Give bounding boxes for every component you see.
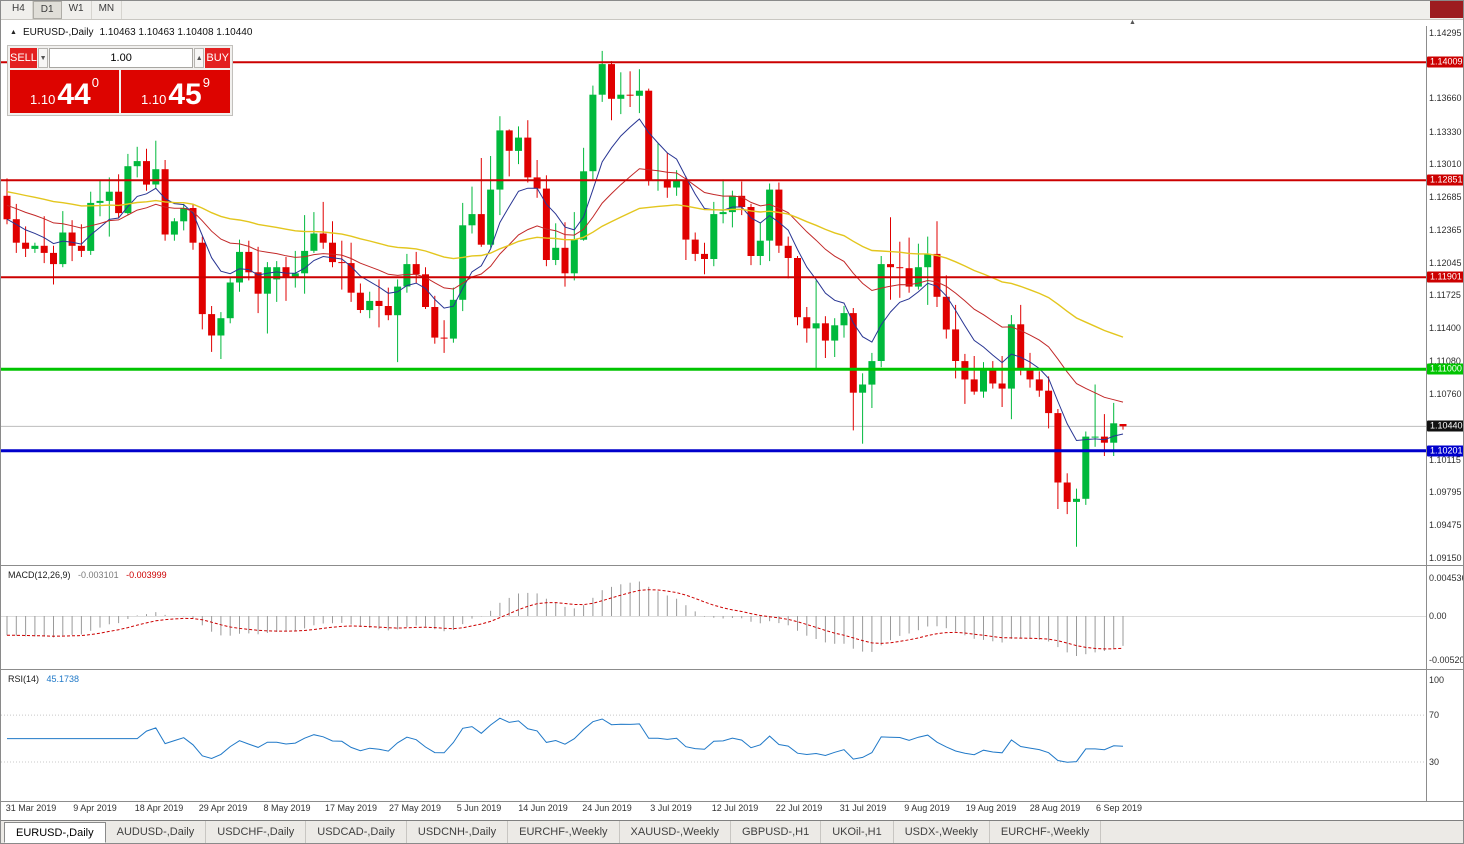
sell-price-prefix: 1.10 — [30, 92, 56, 107]
date-axis-label: 31 Jul 2019 — [839, 803, 887, 813]
timeframe-button-h4[interactable]: H4 — [5, 1, 33, 19]
macd-axis-label: 0.00 — [1429, 611, 1447, 621]
window-corner-block — [1430, 1, 1463, 18]
date-axis-label: 29 Apr 2019 — [198, 803, 248, 813]
volume-input[interactable] — [49, 48, 194, 68]
price-axis-label: 1.09475 — [1429, 519, 1462, 530]
price-axis-label: 1.13330 — [1429, 126, 1462, 137]
macd-axis-label: -0.005205 — [1429, 655, 1463, 665]
sell-price-box[interactable]: 1.10 44 0 — [10, 70, 119, 113]
candles-layer — [3, 50, 1127, 547]
price-axis-label: 1.13660 — [1429, 92, 1462, 103]
price-axis-label: 1.10760 — [1429, 388, 1462, 399]
buy-price-box[interactable]: 1.10 45 9 — [121, 70, 230, 113]
chart-tab-usdchf-daily[interactable]: USDCHF-,Daily — [206, 821, 307, 843]
price-level-tag: 1.12851 — [1427, 174, 1463, 186]
rsi-label-row: RSI(14) 45.1738 — [8, 674, 79, 684]
date-axis-label: 18 Apr 2019 — [134, 803, 184, 813]
price-axis-label: 1.13010 — [1429, 159, 1462, 170]
chart-tab-audusd-daily[interactable]: AUDUSD-,Daily — [106, 821, 207, 843]
chart-symbol-label: EURUSD-,Daily — [22, 27, 94, 38]
date-axis-label: 28 Aug 2019 — [1029, 803, 1081, 813]
date-axis-label: 31 Mar 2019 — [5, 803, 57, 813]
buy-price-sup: 9 — [202, 75, 210, 90]
date-axis-label: 9 Aug 2019 — [904, 803, 950, 813]
macd-signal-value: -0.003999 — [126, 570, 167, 580]
price-axis-label: 1.14295 — [1429, 28, 1462, 38]
price-axis-label: 1.12045 — [1429, 257, 1462, 268]
chart-tab-gbpusd-h1[interactable]: GBPUSD-,H1 — [731, 821, 822, 843]
chart-tab-ukoil-h1[interactable]: UKOil-,H1 — [821, 821, 894, 843]
buy-price-prefix: 1.10 — [141, 92, 167, 107]
price-axis-label: 1.12685 — [1429, 192, 1462, 203]
timeframe-toolbar: H4 D1 W1 MN — [1, 1, 1463, 20]
chart-tab-usdx-weekly[interactable]: USDX-,Weekly — [894, 821, 990, 843]
price-axis-label: 1.11080 — [1429, 356, 1461, 367]
buy-price-big: 45 — [168, 78, 202, 111]
date-axis-label: 8 May 2019 — [263, 803, 311, 813]
timeframe-buttons: H4 D1 W1 MN — [5, 1, 123, 19]
timeframe-button-mn[interactable]: MN — [92, 1, 123, 19]
volume-increase-button[interactable]: ▲ — [194, 48, 205, 68]
macd-name-label: MACD(12,26,9) — [8, 570, 71, 580]
rsi-value: 45.1738 — [46, 674, 80, 684]
price-level-tag: 1.11000 — [1427, 363, 1463, 375]
date-axis-label: 5 Jun 2019 — [456, 803, 502, 813]
date-axis-label: 22 Jul 2019 — [775, 803, 823, 813]
panel-separators — [1, 26, 1463, 802]
price-level-tag: 1.14009 — [1427, 56, 1463, 68]
macd-main-value: -0.003101 — [78, 570, 119, 580]
volume-decrease-button[interactable]: ▼ — [37, 48, 49, 68]
chart-tab-usdcnh-daily[interactable]: USDCNH-,Daily — [407, 821, 509, 843]
rsi-layer — [1, 714, 1426, 763]
level-lines-layer — [1, 61, 1426, 453]
moving-averages-layer — [6, 118, 1124, 442]
sell-price-big: 44 — [57, 78, 91, 111]
chart-collapse-icon: ▲ — [10, 29, 17, 36]
price-axis-label: 1.11400 — [1429, 323, 1461, 334]
date-axis-label: 6 Sep 2019 — [1095, 803, 1143, 813]
price-axis-label: 1.09150 — [1429, 553, 1462, 563]
chart-header: ▲ EURUSD-,Daily 1.10463 1.10463 1.10408 … — [10, 27, 252, 38]
chart-tab-eurchf-weekly[interactable]: EURCHF-,Weekly — [990, 821, 1102, 843]
macd-label-row: MACD(12,26,9) -0.003101 -0.003999 — [8, 570, 167, 580]
rsi-axis-label: 30 — [1429, 757, 1440, 767]
macd-layer — [1, 581, 1426, 656]
sell-button[interactable]: SELL — [10, 48, 37, 68]
price-axis-label: 1.09795 — [1429, 487, 1462, 498]
chart-tab-bar: EURUSD-,Daily AUDUSD-,Daily USDCHF-,Daily U… — [1, 820, 1463, 843]
date-axis-label: 14 Jun 2019 — [518, 803, 568, 813]
one-click-trade-panel: SELL ▼ ▲ BUY 1.10 44 0 1.10 45 9 — [7, 45, 233, 116]
price-axis-label: 1.10115 — [1429, 454, 1461, 465]
date-axis-label: 17 May 2019 — [324, 803, 378, 813]
timeframe-button-d1[interactable]: D1 — [32, 1, 62, 19]
date-axis-label: 27 May 2019 — [388, 803, 442, 813]
price-level-tag: 1.10440 — [1427, 420, 1463, 432]
timeframe-button-w1[interactable]: W1 — [62, 1, 92, 19]
chart-tab-eurusd-daily[interactable]: EURUSD-,Daily — [4, 822, 106, 843]
rsi-axis-label: 70 — [1429, 710, 1440, 720]
price-axis-label: 1.12365 — [1429, 224, 1462, 235]
chart-tab-xauusd-weekly[interactable]: XAUUSD-,Weekly — [620, 821, 731, 843]
date-axis-label: 19 Aug 2019 — [965, 803, 1017, 813]
rsi-name-label: RSI(14) — [8, 674, 40, 684]
date-axis-label: 12 Jul 2019 — [711, 803, 759, 813]
chart-ohlc-values: 1.10463 1.10463 1.10408 1.10440 — [99, 27, 253, 38]
date-axis-label: 3 Jul 2019 — [650, 803, 692, 813]
scroll-end-icon[interactable]: ▲ — [1129, 19, 1136, 26]
buy-button[interactable]: BUY — [205, 48, 230, 68]
chart-tab-usdcad-daily[interactable]: USDCAD-,Daily — [306, 821, 407, 843]
date-axis-label: 9 Apr 2019 — [73, 803, 117, 813]
macd-axis-label: 0.004536 — [1429, 573, 1464, 583]
rsi-axis-label: 100 — [1429, 675, 1445, 685]
sell-price-sup: 0 — [91, 75, 99, 90]
price-axis-label: 1.11725 — [1429, 290, 1461, 301]
chart-tab-eurchf-weekly[interactable]: EURCHF-,Weekly — [508, 821, 620, 843]
date-axis-label: 24 Jun 2019 — [582, 803, 632, 813]
price-level-tag: 1.10201 — [1427, 445, 1463, 457]
price-level-tag: 1.11901 — [1427, 271, 1463, 283]
